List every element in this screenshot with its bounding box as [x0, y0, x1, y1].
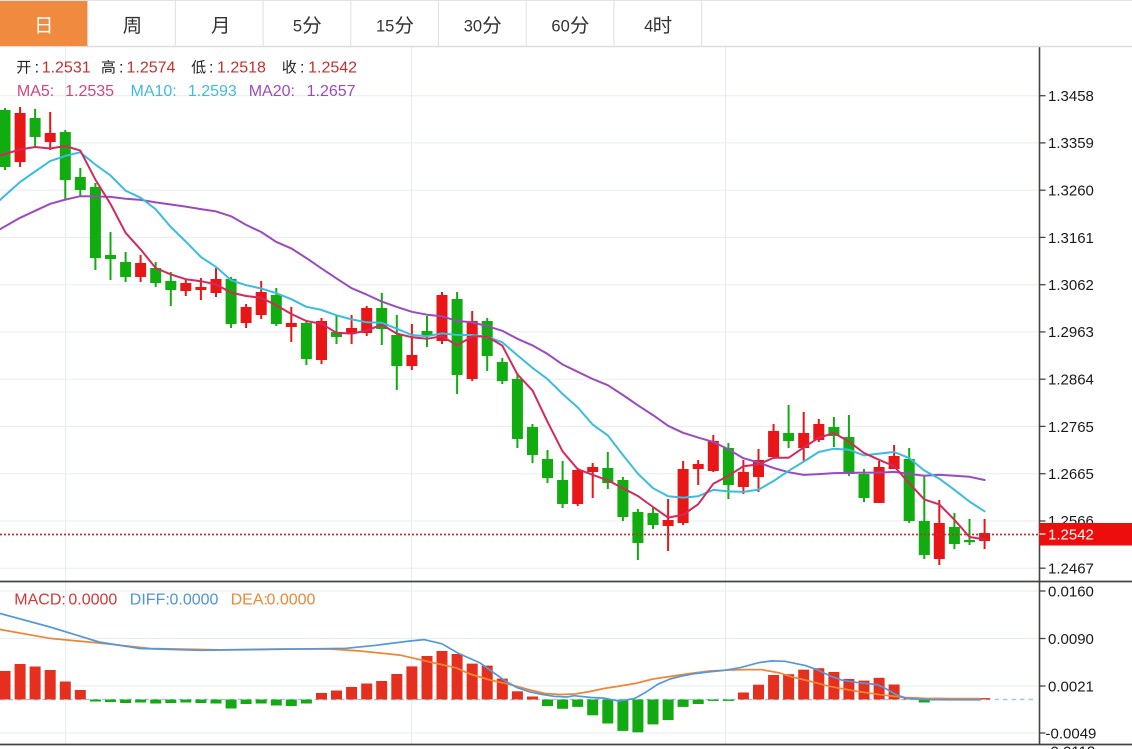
- svg-text:1.2531: 1.2531: [42, 60, 91, 77]
- svg-text:0.0160: 0.0160: [1048, 583, 1094, 600]
- svg-text:DIFF:: DIFF:: [130, 592, 170, 609]
- svg-text:0.0000: 0.0000: [68, 592, 117, 609]
- svg-text:-0.0049: -0.0049: [1046, 725, 1097, 742]
- svg-text:1.2542: 1.2542: [1048, 527, 1094, 544]
- svg-text:0.0000: 0.0000: [267, 592, 316, 609]
- svg-text:MA5:: MA5:: [17, 83, 54, 100]
- svg-text:MA20:: MA20:: [249, 83, 295, 100]
- svg-text:1.2518: 1.2518: [217, 60, 266, 77]
- svg-text:MACD:: MACD:: [14, 592, 66, 609]
- svg-text:1.3359: 1.3359: [1048, 135, 1094, 152]
- svg-text::: :: [300, 60, 304, 77]
- svg-text:15: 15: [376, 18, 394, 36]
- svg-text:1.2593: 1.2593: [188, 83, 237, 100]
- svg-text:1.3260: 1.3260: [1048, 183, 1094, 200]
- svg-text::: :: [209, 60, 213, 77]
- svg-text:1.3458: 1.3458: [1048, 88, 1094, 105]
- svg-text:4: 4: [644, 18, 653, 36]
- svg-text:1.2657: 1.2657: [307, 83, 356, 100]
- svg-text:0.0000: 0.0000: [170, 592, 219, 609]
- svg-text:1.2963: 1.2963: [1048, 324, 1094, 341]
- svg-text:0.0021: 0.0021: [1048, 678, 1094, 695]
- svg-text:0.0090: 0.0090: [1048, 631, 1094, 648]
- svg-text:1.3062: 1.3062: [1048, 277, 1094, 294]
- svg-text:30: 30: [464, 18, 482, 36]
- svg-text:DEA:: DEA:: [231, 592, 268, 609]
- svg-text::: :: [35, 60, 39, 77]
- svg-text:5: 5: [293, 18, 302, 36]
- svg-text:1.2542: 1.2542: [308, 60, 357, 77]
- svg-text:1.2765: 1.2765: [1048, 419, 1094, 436]
- svg-text:1.2574: 1.2574: [127, 60, 176, 77]
- svg-text:1.2864: 1.2864: [1048, 372, 1094, 389]
- svg-text:1.2467: 1.2467: [1048, 561, 1094, 578]
- svg-text:1.2665: 1.2665: [1048, 466, 1094, 483]
- svg-text:1.2535: 1.2535: [65, 83, 114, 100]
- svg-text:MA10:: MA10:: [131, 83, 177, 100]
- svg-text:60: 60: [551, 18, 569, 36]
- svg-text:-0.0118: -0.0118: [1046, 744, 1096, 749]
- svg-text:1.3161: 1.3161: [1048, 230, 1094, 247]
- svg-text::: :: [119, 60, 123, 77]
